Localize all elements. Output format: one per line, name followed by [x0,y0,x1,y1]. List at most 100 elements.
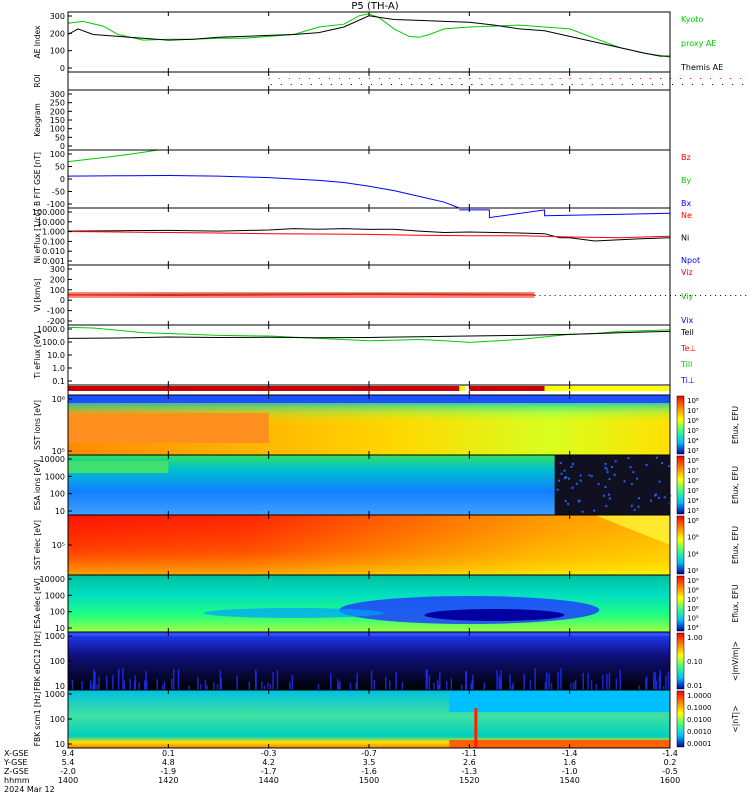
ylabel-esa_ion: ESA ions [eV] [33,460,42,511]
sst-elec-energy-gradient [68,515,670,575]
xinfo-value-3-3: 1500 [359,776,379,785]
fbk-e-bursts [206,685,208,690]
fbk-e-bursts [96,684,98,690]
fbk-e-bursts [162,685,164,690]
fbk-e-bursts [236,676,238,690]
velocity-dot [700,295,701,296]
roi-dot [612,84,613,85]
esa-ion-speck [636,478,638,480]
colorbar-tick-esa_elec-3: 10⁶ [687,605,699,613]
fbk-e-bursts [499,675,501,690]
fbk-e-bursts [606,674,608,690]
mode-bar-yellow-2 [545,386,670,391]
fbk-e-bursts [350,683,352,690]
roi-dot [610,78,611,79]
roi-dot [289,78,290,79]
esa-ion-speck [658,497,660,499]
roi-dot [570,78,571,79]
velocity-dot [745,295,746,296]
colorbar-tick-fbk_b-1: 0.1000 [687,704,712,712]
fbk-e-bursts [197,677,199,690]
fbk-e-bursts [94,671,96,690]
legend-velocity-0: Viz [681,268,693,277]
roi-dot [662,84,663,85]
ylabel-esa_elec: ESA elec [eV] [33,578,42,629]
roi-dot [281,84,282,85]
fbk-e-bursts [289,682,291,690]
esa-ion-speck [632,471,634,473]
legend-bfield-2: Bx [681,199,691,208]
fbk-e-bursts [213,682,215,690]
roi-dot [291,84,292,85]
colorbar-tick-sst_ion-0: 10⁸ [687,397,699,405]
fbk-e-bursts [472,675,474,690]
velocity-dot [565,295,566,296]
fbk-e-bursts [545,682,547,690]
fbk-b-orange-band [449,740,670,748]
mode-bar-red [68,386,459,391]
colorbar-tick-sst_ion-1: 10⁷ [687,407,699,415]
roi-dot [702,84,703,85]
colorbar-tick-sst_elec-0: 10⁸ [687,517,699,525]
xinfo-label-3: hhmm [4,776,30,785]
esa-ion-speck [561,473,563,475]
legend-density-0: Ne [681,211,692,220]
colorbar-tick-sst_ion-5: 10³ [687,447,699,455]
esa-ion-speck [604,486,606,488]
colorbar-esa_elec [677,576,684,631]
fbk-e-bursts [663,686,665,690]
velocity-dot [575,295,576,296]
fbk-e-bursts [551,683,553,690]
xinfo-value-2-5: -1.0 [562,767,578,776]
fbk-e-bursts [602,675,604,690]
roi-dot [331,84,332,85]
mode-bar-red-2 [469,386,544,391]
fbk-e-bursts [523,674,525,690]
roi-dot [411,84,412,85]
fbk-e-bursts [261,681,263,690]
panel-frame-keogram [68,90,670,150]
xinfo-value-0-2: -0.3 [261,749,277,758]
roi-dot [269,78,270,79]
fbk-e-bursts [374,680,376,690]
roi-dot [542,84,543,85]
esa-elec-dark-core [424,609,564,621]
roi-dot [632,84,633,85]
velocity-dot [555,295,556,296]
roi-dot [720,78,721,79]
ylabel-fbk_e: FBK eDC12 [Hz] [33,631,42,691]
velocity-dot [585,295,586,296]
roi-dot [680,78,681,79]
fbk-e-bursts [429,675,431,690]
velocity-noise [68,292,535,298]
roi-dot [552,84,553,85]
roi-dot [742,84,743,85]
fbk-e-bursts [534,668,536,690]
legend-density-2: Npot [681,256,700,265]
esa-ion-speck [634,509,636,511]
colorbar-tick-esa_ion-3: 10⁵ [687,487,699,495]
sst-ion-warm-overlay [68,413,269,443]
fbk-e-bursts [659,675,661,690]
ytick-label-bfield-0: 100 [50,150,65,159]
roi-dot [389,78,390,79]
roi-dot [489,78,490,79]
series-bfield-1 [68,176,459,209]
ytick-label-fbk_e-0: 1000 [45,632,65,641]
ytick-label-ae-0: 300 [50,12,65,21]
fbk-e-bursts [277,670,279,690]
esa-ion-speck [603,495,605,497]
roi-dot [279,78,280,79]
velocity-dot [625,295,626,296]
roi-dot [650,78,651,79]
esa-ion-speck [560,462,562,464]
xinfo-value-3-5: 1540 [559,776,579,785]
xinfo-value-3-1: 1420 [158,776,178,785]
colorbar-label-fbk_e: <|mV/m|> [731,641,740,681]
ytick-label-fbk_e-1: 100 [50,657,65,666]
colorbar-tick-esa_elec-0: 10⁹ [687,577,699,585]
esa-ion-speck [638,506,640,508]
colorbar-label-fbk_b: <|nT|> [731,706,740,733]
esa-ion-speck [623,480,625,482]
ylabel-sst_ion: SST ions [eV] [33,400,42,450]
